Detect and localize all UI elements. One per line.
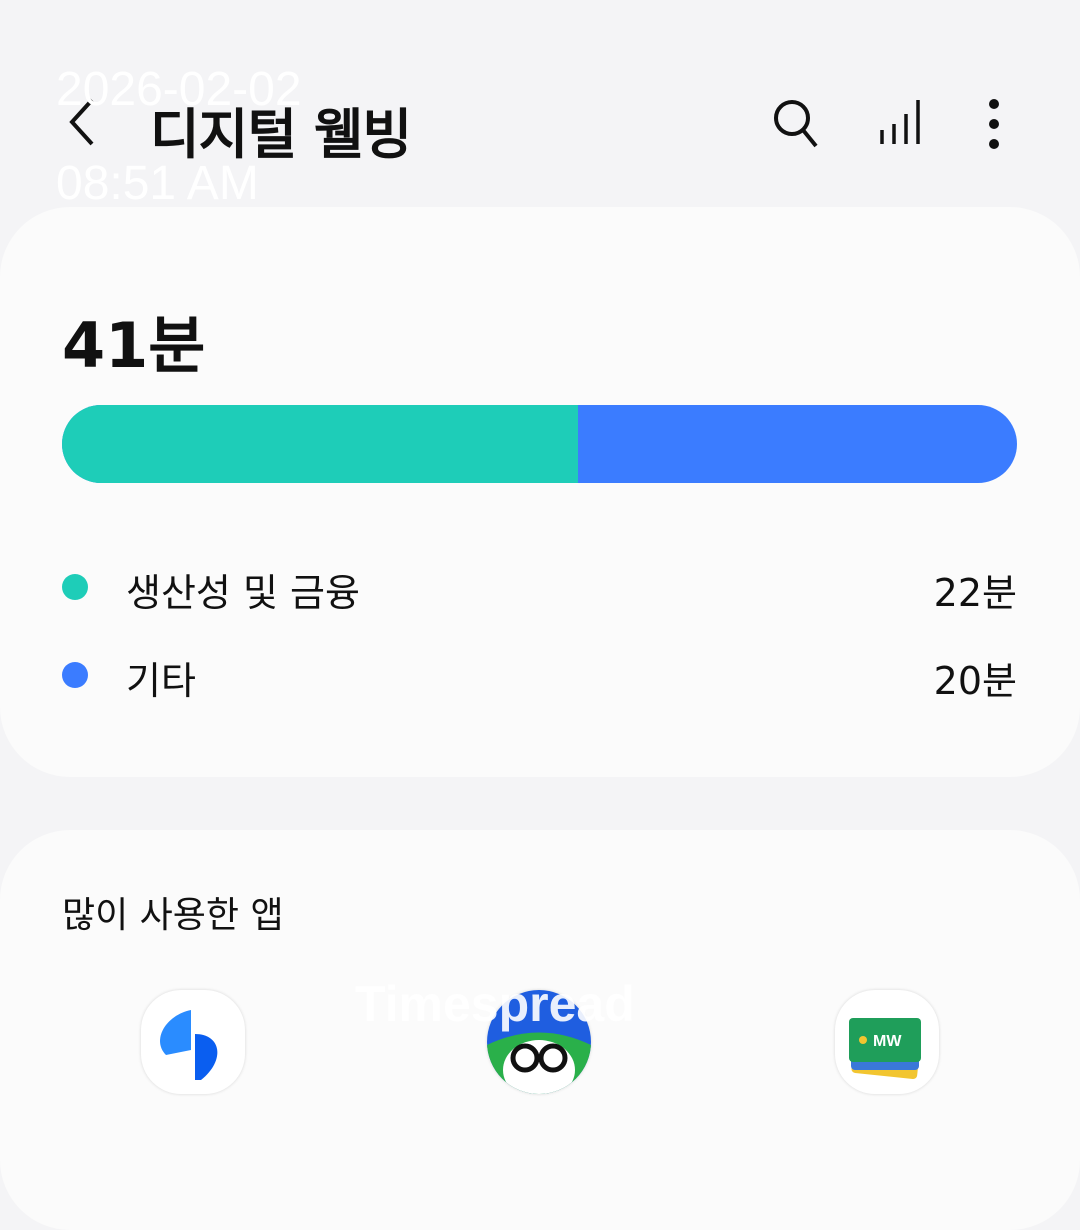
legend-value: 22분	[933, 571, 1017, 615]
legend-item-other: 기타 20분	[62, 650, 1017, 703]
usage-summary-card[interactable]: 41분 생산성 및 금융 22분 기타 20분	[0, 207, 1080, 777]
wallet-app-icon[interactable]: MW	[835, 990, 939, 1094]
app-header: 디지털 웰빙	[0, 80, 1080, 170]
more-icon[interactable]	[966, 96, 1022, 152]
character-app-icon[interactable]	[487, 990, 591, 1094]
overlay-date: 2026-02-02	[56, 63, 302, 116]
legend-value: 20분	[933, 659, 1017, 703]
usage-bar	[62, 405, 1017, 483]
search-icon[interactable]	[768, 96, 824, 152]
chart-icon[interactable]	[872, 96, 928, 152]
overlay-time: 08:51 AM	[56, 157, 259, 210]
legend-dot	[62, 662, 88, 688]
back-icon[interactable]	[62, 92, 102, 152]
usage-bar-productivity	[62, 405, 578, 483]
legend-label: 기타	[126, 659, 196, 703]
legend-label: 생산성 및 금융	[126, 571, 360, 615]
page-title: 디지털 웰빙	[150, 103, 412, 166]
blue-app-icon[interactable]	[141, 990, 245, 1094]
legend-item-productivity: 생산성 및 금융 22분	[62, 562, 1017, 615]
watermark: Timespread	[355, 976, 635, 1032]
legend-dot	[62, 574, 88, 600]
total-usage: 41분	[62, 309, 206, 382]
section-title: 많이 사용한 앱	[62, 895, 284, 936]
svg-text:MW: MW	[873, 1033, 902, 1050]
